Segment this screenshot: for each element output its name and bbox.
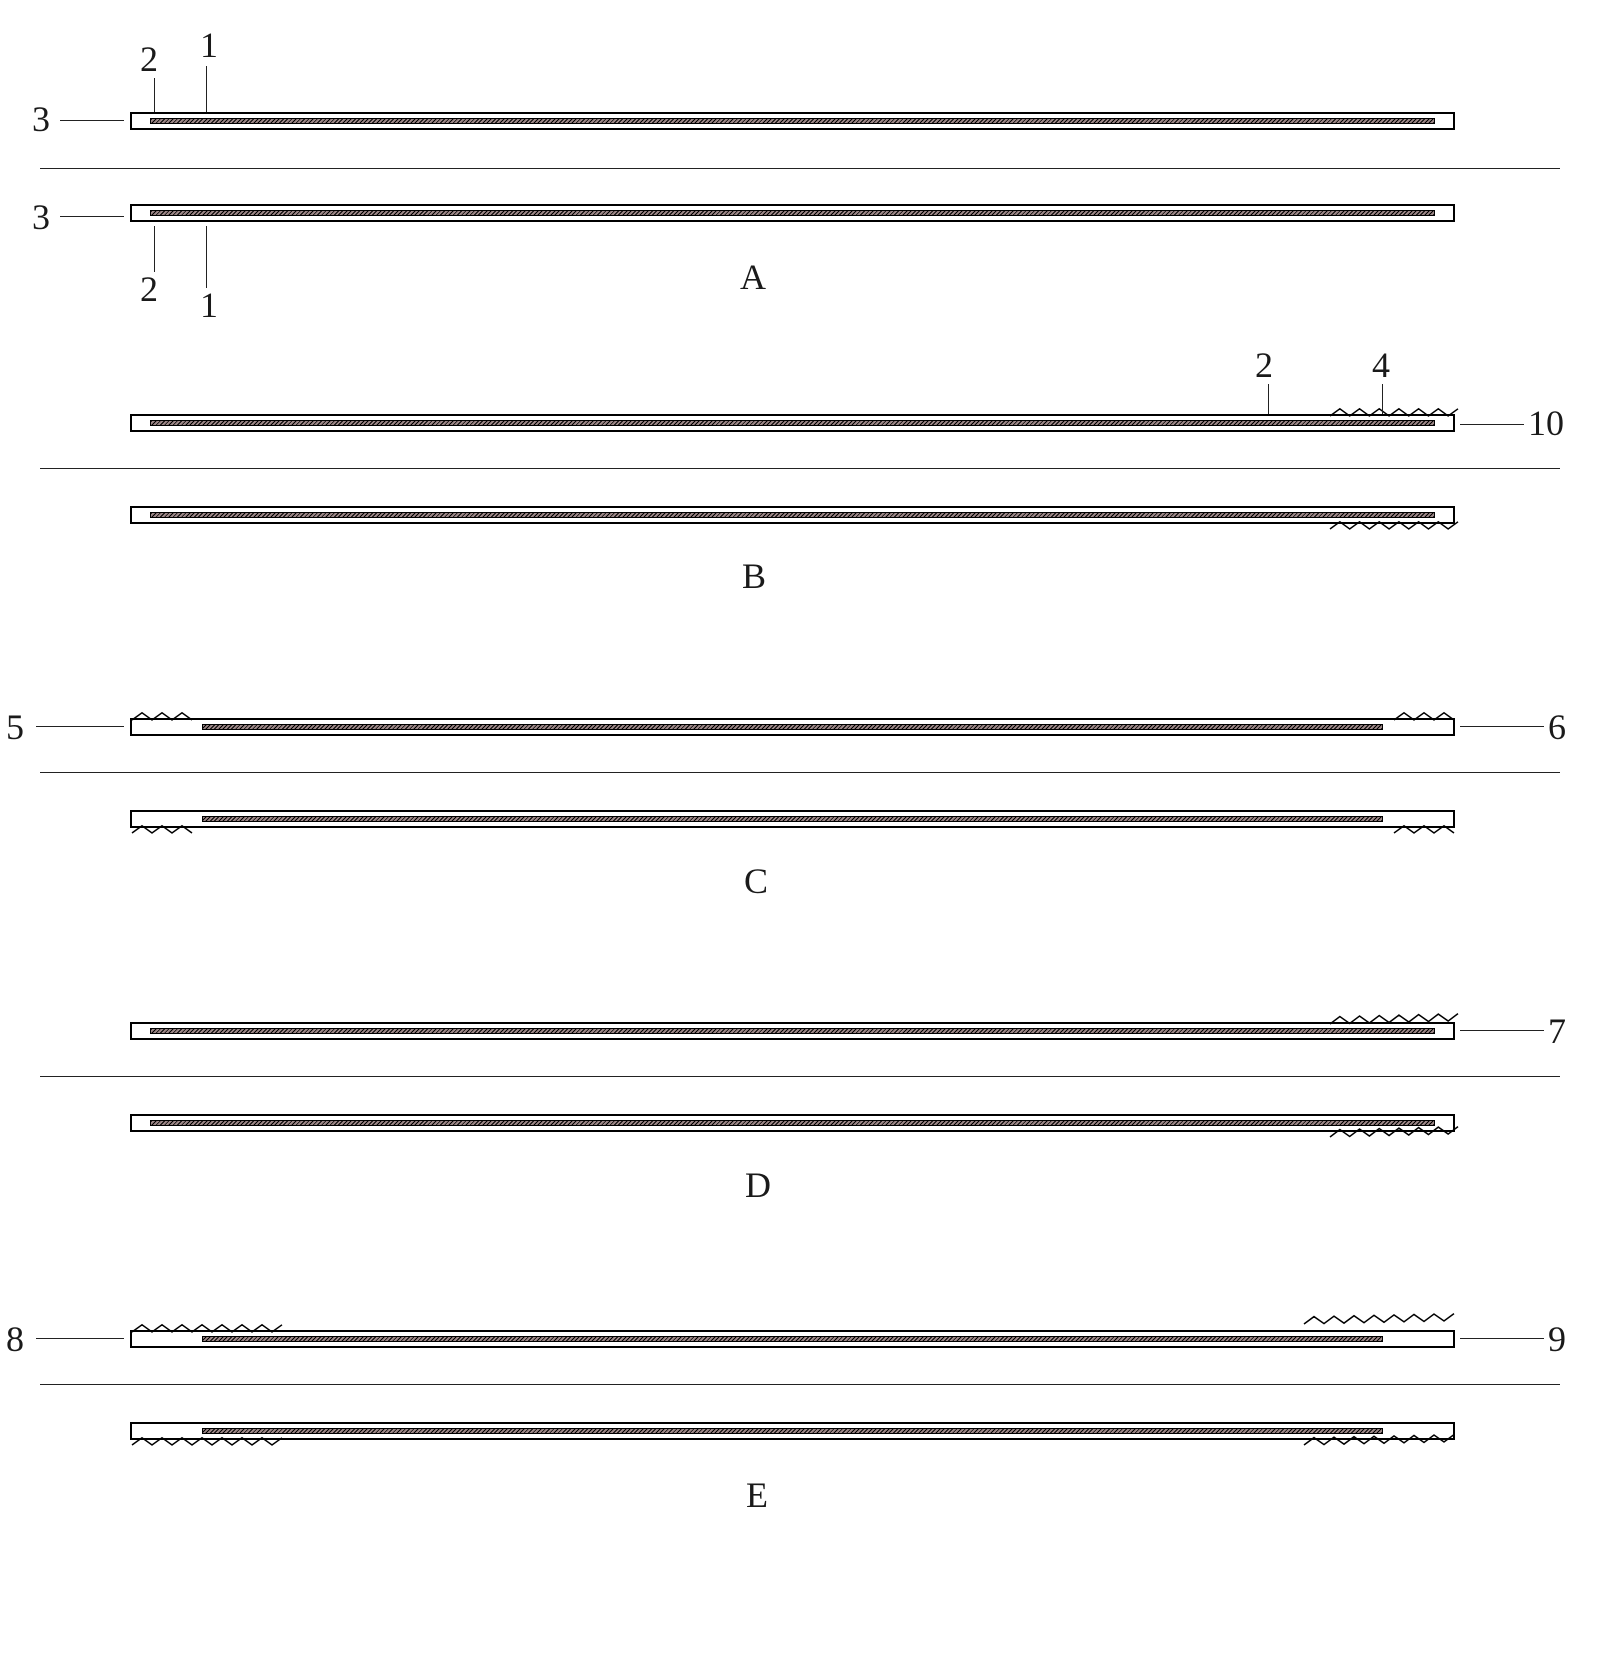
callout-number: 6 [1548, 706, 1566, 748]
bar-outer [130, 204, 1455, 222]
zigzag-marker [1330, 408, 1458, 415]
callout-number: 3 [32, 98, 50, 140]
callout-leader [36, 1338, 124, 1339]
panel-label: B [742, 555, 766, 597]
zigzag-marker [132, 1437, 282, 1444]
panel-label: A [740, 256, 766, 298]
callout-leader [1460, 1338, 1544, 1339]
zigzag-marker [1330, 1016, 1458, 1023]
callout-number: 1 [200, 284, 218, 326]
callout-number: 4 [1372, 344, 1390, 386]
callout-leader [206, 66, 207, 112]
zigzag-marker [1304, 1437, 1454, 1444]
zigzag-marker [1330, 1129, 1458, 1136]
zigzag-marker [1330, 521, 1458, 528]
panel-label: E [746, 1474, 768, 1516]
bar-outer [130, 1330, 1455, 1348]
callout-leader [206, 226, 207, 288]
callout-number: 2 [140, 268, 158, 310]
callout-leader [36, 726, 124, 727]
bar-outer [130, 1022, 1455, 1040]
center-line [40, 1076, 1560, 1077]
bar-inner-hatch [202, 724, 1383, 730]
zigzag-marker [132, 825, 192, 832]
bar-outer [130, 718, 1455, 736]
zigzag-marker [132, 712, 192, 719]
bar-inner-hatch [150, 420, 1435, 426]
center-line [40, 468, 1560, 469]
callout-leader [154, 78, 155, 112]
zigzag-marker [1394, 712, 1454, 719]
bar-inner-hatch [150, 512, 1435, 518]
panel-label: C [744, 860, 768, 902]
panel-label: D [745, 1164, 771, 1206]
callout-leader [1460, 424, 1524, 425]
bar-inner-hatch [150, 118, 1435, 124]
bar-outer [130, 1422, 1455, 1440]
callout-number: 2 [140, 38, 158, 80]
callout-number: 8 [6, 1318, 24, 1360]
callout-leader [1460, 1030, 1544, 1031]
bar-inner-hatch [150, 210, 1435, 216]
bar-inner-hatch [150, 1120, 1435, 1126]
center-line [40, 772, 1560, 773]
center-line [40, 1384, 1560, 1385]
callout-leader [154, 226, 155, 272]
bar-inner-hatch [202, 1428, 1383, 1434]
callout-leader [60, 216, 124, 217]
center-line [40, 168, 1560, 169]
bar-inner-hatch [202, 816, 1383, 822]
zigzag-marker [1394, 825, 1454, 832]
callout-number: 5 [6, 706, 24, 748]
callout-leader [1460, 726, 1544, 727]
callout-number: 9 [1548, 1318, 1566, 1360]
callout-number: 2 [1255, 344, 1273, 386]
bar-outer [130, 414, 1455, 432]
callout-leader [60, 120, 124, 121]
callout-leader [1382, 384, 1383, 414]
bar-outer [130, 810, 1455, 828]
bar-inner-hatch [150, 1028, 1435, 1034]
zigzag-marker [132, 1324, 282, 1331]
zigzag-marker [1304, 1316, 1454, 1323]
bar-inner-hatch [202, 1336, 1383, 1342]
callout-number: 3 [32, 196, 50, 238]
callout-number: 7 [1548, 1010, 1566, 1052]
bar-outer [130, 112, 1455, 130]
callout-number: 10 [1528, 402, 1564, 444]
callout-leader [1268, 384, 1269, 414]
bar-outer [130, 506, 1455, 524]
bar-outer [130, 1114, 1455, 1132]
callout-number: 1 [200, 24, 218, 66]
